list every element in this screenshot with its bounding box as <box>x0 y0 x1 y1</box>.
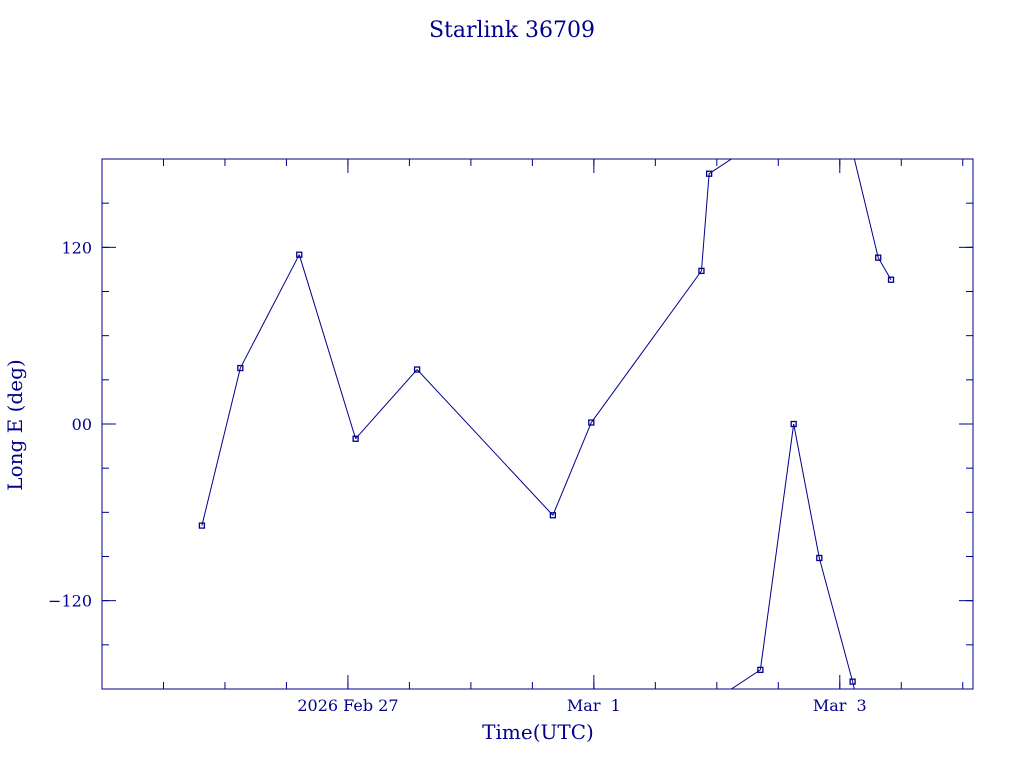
x-tick-label: Mar 3 <box>813 696 867 715</box>
series-segment <box>416 369 554 516</box>
data-point <box>816 554 823 562</box>
data-point <box>887 276 895 283</box>
data-point <box>588 419 595 426</box>
series-segment <box>853 159 879 258</box>
chart-title: Starlink 36709 <box>429 18 595 43</box>
series-segment <box>298 254 357 439</box>
data-point <box>698 267 705 275</box>
series-segment <box>708 159 733 175</box>
plot-frame <box>101 158 974 690</box>
series-segment <box>818 557 854 682</box>
series-segment <box>759 423 795 670</box>
y-tick-label: 120 <box>61 238 92 257</box>
data-point <box>296 251 303 258</box>
y-tick-label: 00 <box>72 415 92 434</box>
axis-ticks <box>102 159 973 689</box>
y-tick-label: −120 <box>48 592 92 611</box>
series-segment <box>552 422 592 516</box>
data-point <box>352 435 359 442</box>
data-point <box>705 170 713 177</box>
x-tick-label: Mar 1 <box>567 696 621 715</box>
data-point <box>549 512 557 519</box>
series-segment <box>700 173 710 271</box>
data-point <box>413 366 421 373</box>
data-point <box>198 522 206 529</box>
series-segment <box>793 423 820 559</box>
series-segment <box>730 669 761 689</box>
series-segment <box>877 257 892 280</box>
data-point <box>757 666 764 674</box>
x-tick-label: 2026 Feb 27 <box>297 696 398 715</box>
tick-labels: 120 00 −120 2026 Feb 27 Mar 1 Mar 3 <box>48 238 867 715</box>
series-segment <box>852 681 855 689</box>
data-point <box>790 420 797 428</box>
data-point <box>237 364 244 372</box>
series-segment <box>590 270 702 423</box>
plot-area <box>198 159 895 689</box>
data-point <box>849 678 856 685</box>
y-axis-label: Long E (deg) <box>3 359 27 490</box>
x-axis-label: Time(UTC) <box>482 720 594 744</box>
data-point <box>875 254 882 261</box>
series-segment <box>239 254 300 369</box>
series-segment <box>201 367 241 526</box>
series-segment <box>355 369 418 440</box>
